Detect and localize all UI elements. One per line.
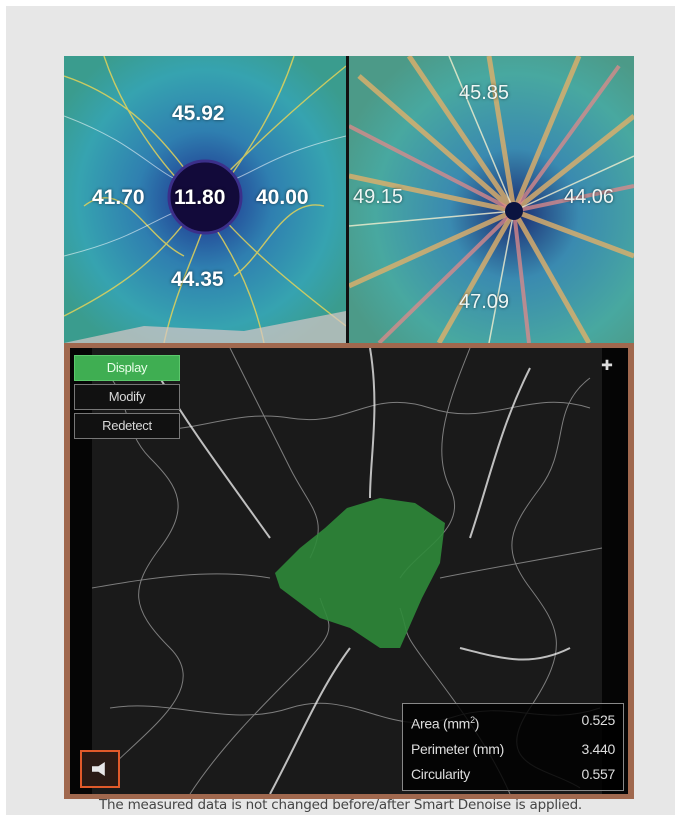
stat-area-label: Area (mm2) xyxy=(411,715,480,732)
viewer-menu: Display Modify Redetect xyxy=(74,355,180,442)
disc-nasal-value: 49.15 xyxy=(353,186,404,208)
macula-temporal-value: 40.00 xyxy=(256,186,309,209)
stat-perimeter: Perimeter (mm) 3.440 xyxy=(411,737,615,762)
expand-icon[interactable]: ✚ xyxy=(601,357,613,373)
macula-density-map: 45.92 11.80 41.70 40.00 44.35 xyxy=(64,56,346,343)
stat-perimeter-label: Perimeter (mm) xyxy=(411,740,505,757)
stat-area-value: 0.525 xyxy=(581,712,615,728)
stat-circularity-value: 0.557 xyxy=(581,765,615,782)
faz-region xyxy=(275,498,445,648)
measurement-panel: Area (mm2) 0.525 Perimeter (mm) 3.440 Ci… xyxy=(402,703,624,791)
macula-superior-value: 45.92 xyxy=(172,102,225,125)
macula-map-graphic xyxy=(64,56,346,343)
audio-button[interactable] xyxy=(80,750,120,788)
stat-area: Area (mm2) 0.525 xyxy=(411,708,615,737)
macula-inferior-value: 44.35 xyxy=(171,268,224,291)
disc-superior-value: 45.85 xyxy=(459,82,510,104)
disc-temporal-value: 44.06 xyxy=(564,186,615,208)
redetect-button[interactable]: Redetect xyxy=(74,413,180,439)
display-button[interactable]: Display xyxy=(74,355,180,381)
stat-perimeter-value: 3.440 xyxy=(581,740,615,757)
stat-circularity-label: Circularity xyxy=(411,765,470,782)
disc-map-graphic xyxy=(349,56,634,343)
speaker-icon xyxy=(92,762,105,776)
macula-center-value: 11.80 xyxy=(174,186,226,209)
disc-inferior-value: 47.09 xyxy=(459,291,510,313)
figure-caption: The measured data is not changed before/… xyxy=(98,797,583,813)
modify-button[interactable]: Modify xyxy=(74,384,180,410)
angiogram-canvas[interactable]: Display Modify Redetect ✚ Area (mm2) 0.5… xyxy=(70,348,628,794)
disc-density-map: 45.85 49.15 44.06 47.09 xyxy=(349,56,634,343)
angiogram-viewer: Display Modify Redetect ✚ Area (mm2) 0.5… xyxy=(64,343,634,799)
macula-nasal-value: 41.70 xyxy=(92,186,145,209)
stat-circularity: Circularity 0.557 xyxy=(411,762,615,787)
